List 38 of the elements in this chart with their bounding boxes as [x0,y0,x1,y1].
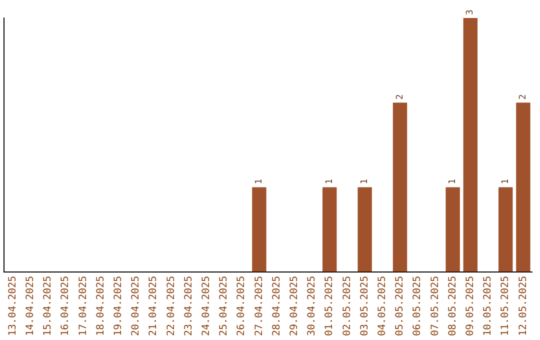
data-label: 2 [518,94,529,100]
x-tick-label: 06.05.2025 [412,276,424,336]
x-tick-label: 20.04.2025 [130,276,142,336]
x-tick-label: 21.04.2025 [148,276,160,336]
data-label: 1 [360,178,370,184]
x-tick-label: 14.04.2025 [24,276,36,336]
x-tick-label: 09.05.2025 [464,276,476,336]
x-tick-label: 17.04.2025 [78,276,89,336]
x-tick-label: 08.05.2025 [447,276,458,336]
data-label: 1 [254,178,265,184]
x-tick-label: 03.05.2025 [359,276,370,336]
data-label: 2 [395,94,406,100]
x-tick-label: 25.04.2025 [218,276,230,336]
x-tick-label: 11.05.2025 [500,276,512,336]
x-tick-label: 10.05.2025 [482,276,494,336]
x-tick-label: 22.04.2025 [166,276,177,336]
x-tick-label: 18.04.2025 [95,276,106,336]
x-tick-label: 28.04.2025 [271,276,282,336]
x-tick-label: 26.04.2025 [236,276,248,336]
x-tick-label: 29.04.2025 [288,276,300,336]
x-tick-label: 02.05.2025 [342,276,353,336]
x-tick-label: 16.04.2025 [60,276,72,336]
data-label: 1 [448,178,458,184]
x-tick-label: 23.04.2025 [183,276,194,336]
data-label: 3 [466,10,476,15]
x-tick-label: 15.04.2025 [42,276,54,336]
x-tick-label: 13.04.2025 [7,276,18,336]
x-tick-label: 19.04.2025 [112,276,124,336]
data-label: 1 [500,178,511,184]
x-tick-label: 04.05.2025 [376,276,388,336]
x-tick-label: 05.05.2025 [394,276,406,336]
x-tick-label: 24.04.2025 [200,276,212,336]
x-tick-label: 07.05.2025 [430,276,441,336]
x-tick-label: 01.05.2025 [324,276,336,336]
x-tick-label: 12.05.2025 [518,276,529,336]
data-label: 1 [324,178,335,184]
x-tick-label: 30.04.2025 [306,276,318,336]
x-tick-label: 27.04.2025 [254,276,265,336]
